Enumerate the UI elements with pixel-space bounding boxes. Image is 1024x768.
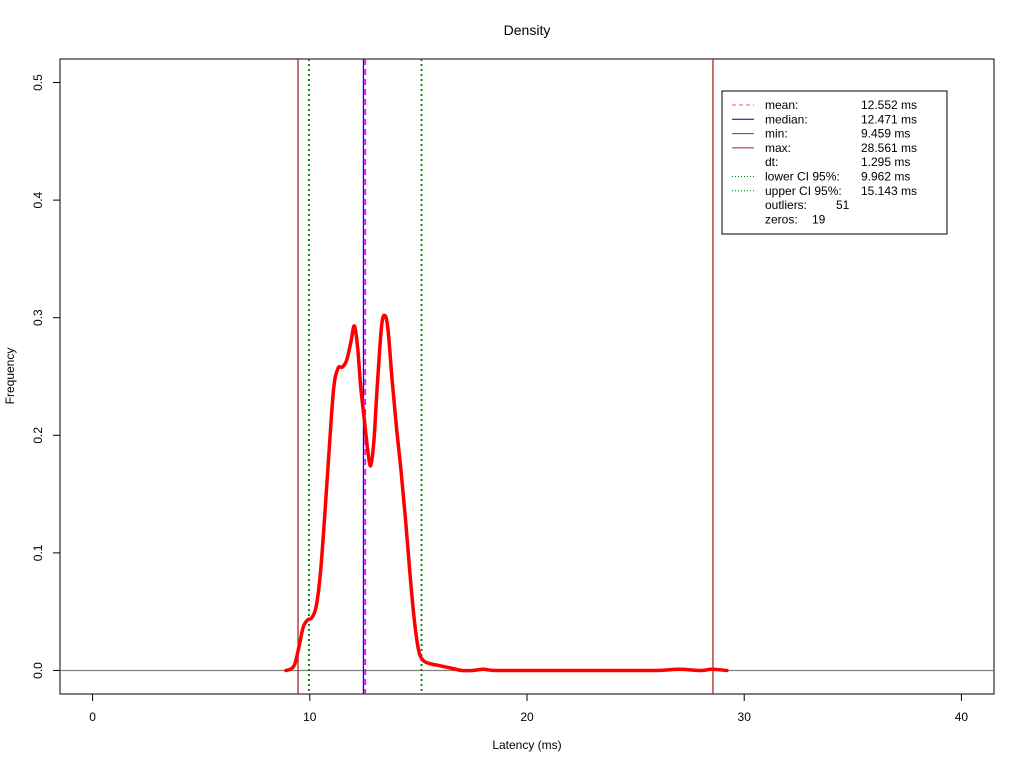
legend-label: lower CI 95%: [765, 170, 840, 184]
legend-label: mean: [765, 98, 798, 112]
x-tick-label: 30 [738, 710, 752, 724]
y-tick-label: 0.3 [31, 309, 45, 326]
legend-value: 1.295 ms [861, 155, 910, 169]
legend-value: 19 [812, 212, 826, 226]
legend-value: 12.471 ms [861, 112, 917, 126]
legend-label: max: [765, 141, 791, 155]
legend: mean: 12.552 ms median: 12.471 ms min: 9.459 … [721, 90, 948, 235]
x-tick-label: 0 [89, 710, 96, 724]
legend-value: 12.552 ms [861, 98, 917, 112]
x-tick-label: 20 [520, 710, 534, 724]
x-axis-label: Latency (ms) [492, 738, 561, 752]
legend-label: dt: [765, 155, 778, 169]
y-axis: 0.0 0.1 0.2 0.3 0.4 0.5 [31, 74, 61, 679]
y-tick-label: 0.2 [31, 427, 45, 444]
legend-label: min: [765, 127, 788, 141]
y-axis-label: Frequency [3, 348, 17, 405]
y-tick-label: 0.4 [31, 191, 45, 208]
y-tick-label: 0.1 [31, 544, 45, 561]
legend-value: 28.561 ms [861, 141, 917, 155]
legend-value: 9.459 ms [861, 127, 910, 141]
legend-label: upper CI 95%: [765, 184, 842, 198]
density-curve [284, 313, 729, 673]
legend-label: zeros: [765, 212, 798, 226]
legend-value: 9.962 ms [861, 170, 910, 184]
legend-box [721, 90, 948, 235]
x-axis: 0 10 20 30 40 [89, 693, 969, 724]
legend-label: outliers: [765, 198, 807, 212]
legend-label: median: [765, 112, 808, 126]
reference-lines [297, 59, 714, 694]
x-tick-label: 40 [955, 710, 969, 724]
density-series [284, 313, 729, 673]
y-tick-label: 0.0 [31, 662, 45, 679]
x-tick-label: 10 [303, 710, 317, 724]
y-tick-label: 0.5 [31, 74, 45, 91]
legend-value: 15.143 ms [861, 184, 917, 198]
chart-title: Density [504, 22, 551, 38]
legend-value: 51 [836, 198, 850, 212]
